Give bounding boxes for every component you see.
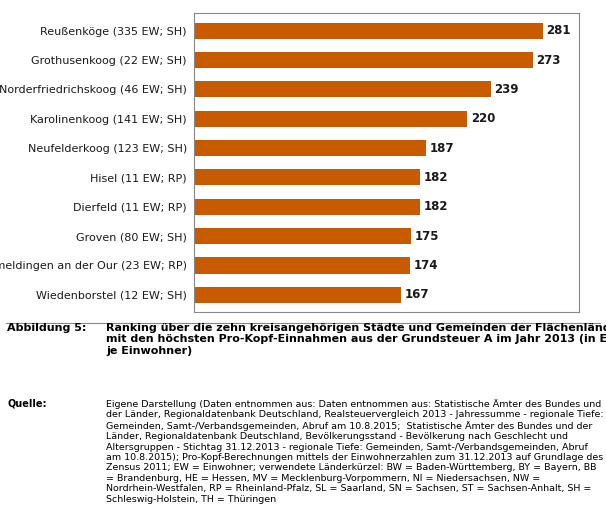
Text: 273: 273 bbox=[536, 54, 561, 67]
Bar bbox=[194, 257, 410, 274]
Bar bbox=[194, 81, 491, 98]
Text: 175: 175 bbox=[415, 229, 439, 243]
Bar bbox=[194, 228, 411, 244]
Text: 182: 182 bbox=[424, 171, 448, 184]
Bar bbox=[194, 111, 467, 127]
Bar bbox=[194, 140, 426, 156]
Bar bbox=[194, 23, 543, 39]
Text: 174: 174 bbox=[414, 259, 438, 272]
Bar bbox=[194, 52, 533, 68]
Bar bbox=[194, 170, 420, 185]
Text: Abbildung 5:: Abbildung 5: bbox=[7, 323, 87, 333]
Text: Eigene Darstellung (Daten entnommen aus: Daten entnommen aus: Statistische Ämter: Eigene Darstellung (Daten entnommen aus:… bbox=[106, 399, 604, 503]
Bar bbox=[194, 198, 420, 215]
Text: 281: 281 bbox=[547, 24, 571, 37]
Text: Ranking über die zehn kreisangehörigen Städte und Gemeinden der Flächenländer
mi: Ranking über die zehn kreisangehörigen S… bbox=[106, 323, 606, 356]
Bar bbox=[194, 287, 401, 303]
Text: 182: 182 bbox=[424, 200, 448, 213]
Text: 167: 167 bbox=[405, 288, 430, 301]
Text: 187: 187 bbox=[430, 142, 454, 154]
Text: 239: 239 bbox=[494, 83, 519, 96]
Text: 220: 220 bbox=[471, 112, 495, 125]
Text: Quelle:: Quelle: bbox=[7, 399, 47, 409]
